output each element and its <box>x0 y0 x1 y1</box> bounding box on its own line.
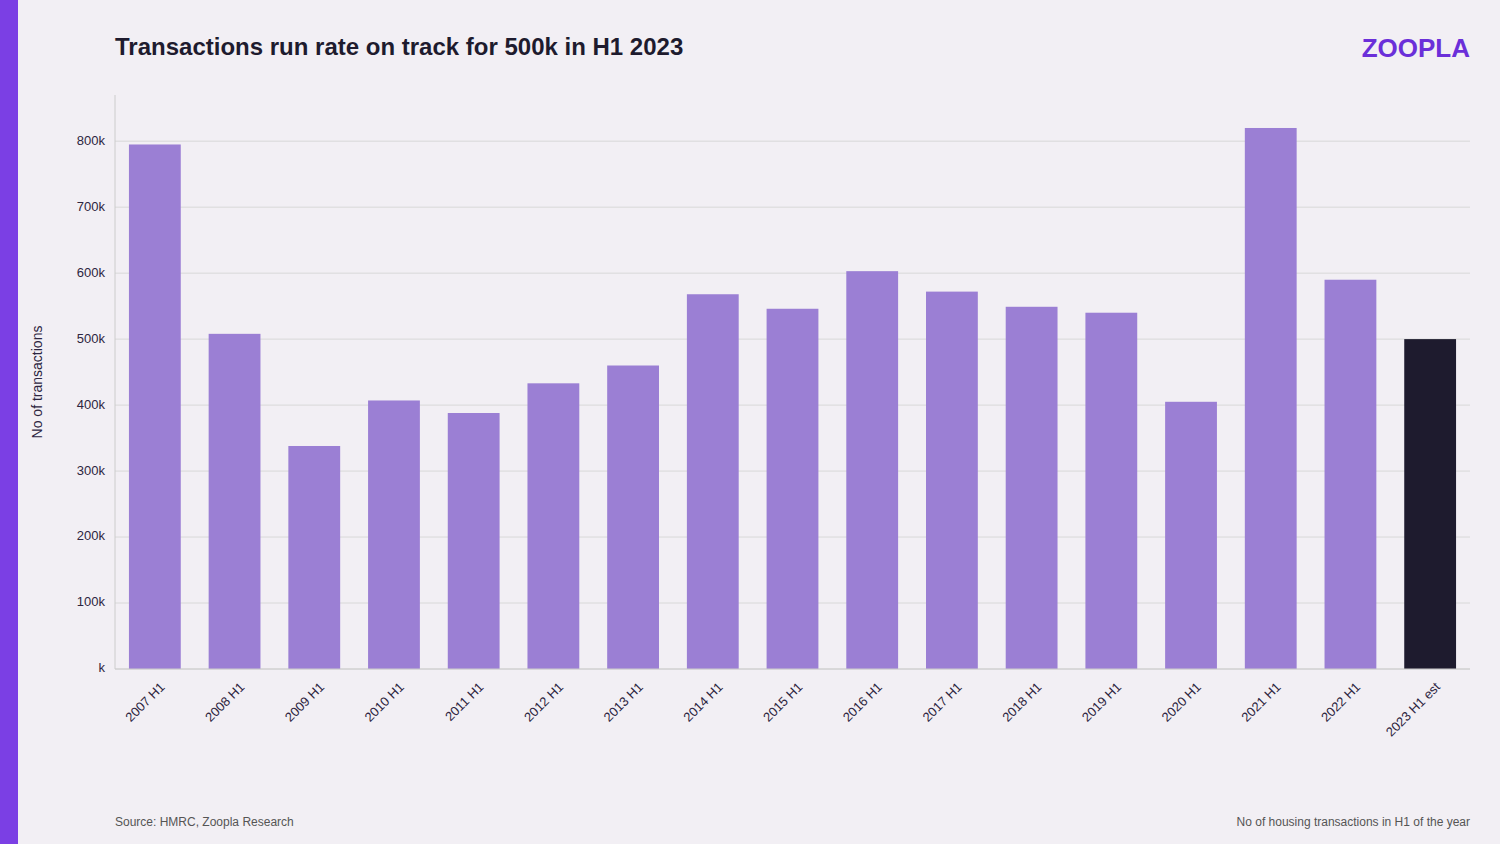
source-note: Source: HMRC, Zoopla Research <box>115 815 294 829</box>
grid-line <box>115 669 1470 670</box>
x-tick-label: 2013 H1 <box>601 679 646 724</box>
y-axis: k 100k 200k 300k 400k 500k 600k 700k 800k <box>77 133 106 676</box>
bar <box>288 446 340 669</box>
x-tick-label: 2018 H1 <box>999 679 1044 724</box>
x-tick-label: 2021 H1 <box>1238 679 1283 724</box>
bar <box>368 400 420 669</box>
y-tick-label: 700k <box>77 199 106 214</box>
bar <box>1006 307 1058 669</box>
brand: ZOOPLA <box>1362 33 1471 63</box>
x-tick-label: 2022 H1 <box>1318 679 1363 724</box>
x-tick-label: 2009 H1 <box>282 679 327 724</box>
bars <box>129 128 1456 669</box>
bar <box>527 383 579 669</box>
y-axis-line <box>115 95 116 669</box>
title: Transactions run rate on track for 500k … <box>115 33 683 60</box>
y-tick-label: 800k <box>77 133 106 148</box>
bar <box>1165 402 1217 669</box>
bar <box>1404 339 1456 669</box>
chart-svg: k 100k 200k 300k 400k 500k 600k 700k 800k 2007 H1… <box>0 0 1500 844</box>
bar <box>1085 313 1137 669</box>
x-tick-label: 2011 H1 <box>442 679 487 724</box>
left-stripe <box>0 0 18 844</box>
x-tick-label: 2016 H1 <box>840 679 885 724</box>
y-tick-label: 600k <box>77 265 106 280</box>
bar <box>448 413 500 669</box>
footer-note: No of housing transactions in H1 of the … <box>1237 815 1470 829</box>
x-tick-label: 2020 H1 <box>1159 679 1204 724</box>
x-tick-label: 2015 H1 <box>760 679 805 724</box>
y-tick-label: 200k <box>77 528 106 543</box>
x-tick-label: 2023 H1 est <box>1383 679 1443 739</box>
x-tick-label: 2014 H1 <box>680 679 725 724</box>
bar <box>926 292 978 669</box>
bar <box>607 366 659 669</box>
bar <box>1245 128 1297 669</box>
x-tick-label: 2008 H1 <box>202 679 247 724</box>
bar <box>687 294 739 669</box>
bar <box>767 309 819 669</box>
y-tick-label: 300k <box>77 463 106 478</box>
y-tick-label: 100k <box>77 594 106 609</box>
x-tick-label: 2017 H1 <box>919 679 964 724</box>
bar <box>209 334 261 669</box>
y-tick-label: 400k <box>77 397 106 412</box>
y-tick-label: k <box>99 660 106 675</box>
x-axis-line <box>115 669 1470 670</box>
x-tick-label: 2012 H1 <box>521 679 566 724</box>
x-tick-label: 2019 H1 <box>1079 679 1124 724</box>
x-tick-label: 2010 H1 <box>362 679 407 724</box>
x-tick-label: 2007 H1 <box>122 679 167 724</box>
chart-container: k 100k 200k 300k 400k 500k 600k 700k 800k 2007 H1… <box>0 0 1500 844</box>
y-tick-label: 500k <box>77 331 106 346</box>
background <box>0 0 1500 844</box>
y-axis-label: No of transactions <box>29 326 45 439</box>
bar <box>846 271 898 669</box>
bar <box>129 144 181 669</box>
x-axis: 2007 H1 2008 H1 2009 H1 2010 H1 2011 H1 2012 … <box>122 679 1443 739</box>
bar <box>1325 280 1377 669</box>
